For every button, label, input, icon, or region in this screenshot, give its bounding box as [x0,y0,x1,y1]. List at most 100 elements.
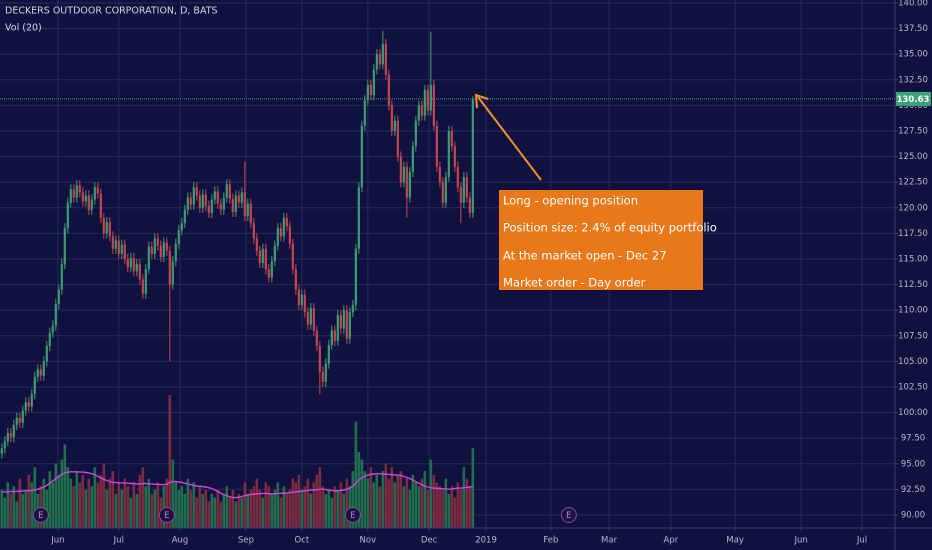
volume-bar [72,486,76,528]
volume-bar [69,478,73,528]
y-tick-label: 112.50 [898,280,928,290]
y-tick-label: 140.00 [898,0,928,8]
candle-body [102,218,105,234]
candle-body [426,90,429,111]
volume-bar [174,482,178,528]
candle-body [150,246,153,254]
candle-body [300,294,303,306]
y-tick-label: 122.50 [898,178,928,188]
candle-body [186,197,189,210]
candle-body [387,74,390,106]
candle-body [447,130,450,178]
y-tick-label: 120.00 [898,203,928,213]
volume-bar [222,493,226,528]
candle-body [18,417,21,423]
candle-body [228,184,231,199]
volume-bar [201,493,205,528]
volume-bar [150,493,154,528]
grid [0,0,895,528]
candle-body [318,346,321,372]
candle-body [144,269,147,294]
candle-body [45,346,48,362]
candle-body [246,203,249,216]
volume-bar [312,482,316,528]
candle-body [249,203,252,224]
volume-bar [429,459,433,528]
volume-bar [192,482,196,528]
candle-body [297,289,300,306]
candle-body [42,361,45,376]
volume-bar [123,478,127,528]
volume-bar [147,478,151,528]
candle-body [453,146,456,167]
volume-bar [309,493,313,528]
candle-body [285,218,288,227]
volume-bar [387,478,391,528]
candle-body [294,269,297,290]
volume-bar [408,490,412,528]
candle-body [234,195,237,212]
volume-bar [81,474,85,528]
volume-bar [354,421,358,528]
volume-bar [15,501,19,528]
volume-bar [447,493,451,528]
candle-body [207,205,210,213]
candle-body [354,248,357,306]
x-tick-label: Jun [50,536,64,546]
volume-bar [207,501,211,528]
candle-body [177,230,180,244]
candle-body [171,261,174,285]
volume-bar [9,493,13,528]
volume-bar [162,486,166,528]
volume-bar [165,478,169,528]
candle-body [117,240,120,254]
volume-bar [204,490,208,528]
candle-body [153,238,156,254]
volume-bar [96,482,100,528]
volume-bar [396,474,400,528]
volume-bar [180,486,184,528]
volume-bar [99,474,103,528]
candle-body [330,330,333,346]
candle-body [471,98,474,213]
candle-body [108,222,111,237]
candle-body [435,125,438,167]
volume-bar [420,478,424,528]
candle-body [402,166,405,183]
volume-bar [3,497,7,528]
volume-bar [105,490,109,528]
y-tick-label: 105.00 [898,357,928,367]
volume-bar [243,482,247,528]
y-tick-label: 95.00 [901,459,925,469]
candle-body [366,84,369,101]
candle-body [321,371,324,382]
volume-bar [426,490,430,528]
y-tick-label: 132.50 [898,75,928,85]
candle-body [393,120,396,131]
volume-bar [438,486,442,528]
earnings-label: E [164,511,169,521]
candle-body [21,410,24,423]
volume-bar [186,478,190,528]
candle-body [267,269,270,278]
x-tick-label: Oct [294,536,309,546]
candle-body [306,312,309,325]
volume-bar [393,482,397,528]
arrow [474,93,542,181]
x-tick-label: Jul [856,536,867,546]
candle-body [3,441,6,449]
candle-body [147,246,150,270]
candle-body [66,202,69,229]
candle-body [381,43,384,65]
candle-body [462,177,465,203]
volume-bar [351,471,355,528]
volume-bar [177,490,181,528]
candle-body [126,258,129,268]
candle-body [399,156,402,183]
candle-body [87,195,90,210]
x-tick-label: Jul [113,536,124,546]
volume-bar [156,482,160,528]
candle-body [303,294,306,313]
volume-bar [339,482,343,528]
